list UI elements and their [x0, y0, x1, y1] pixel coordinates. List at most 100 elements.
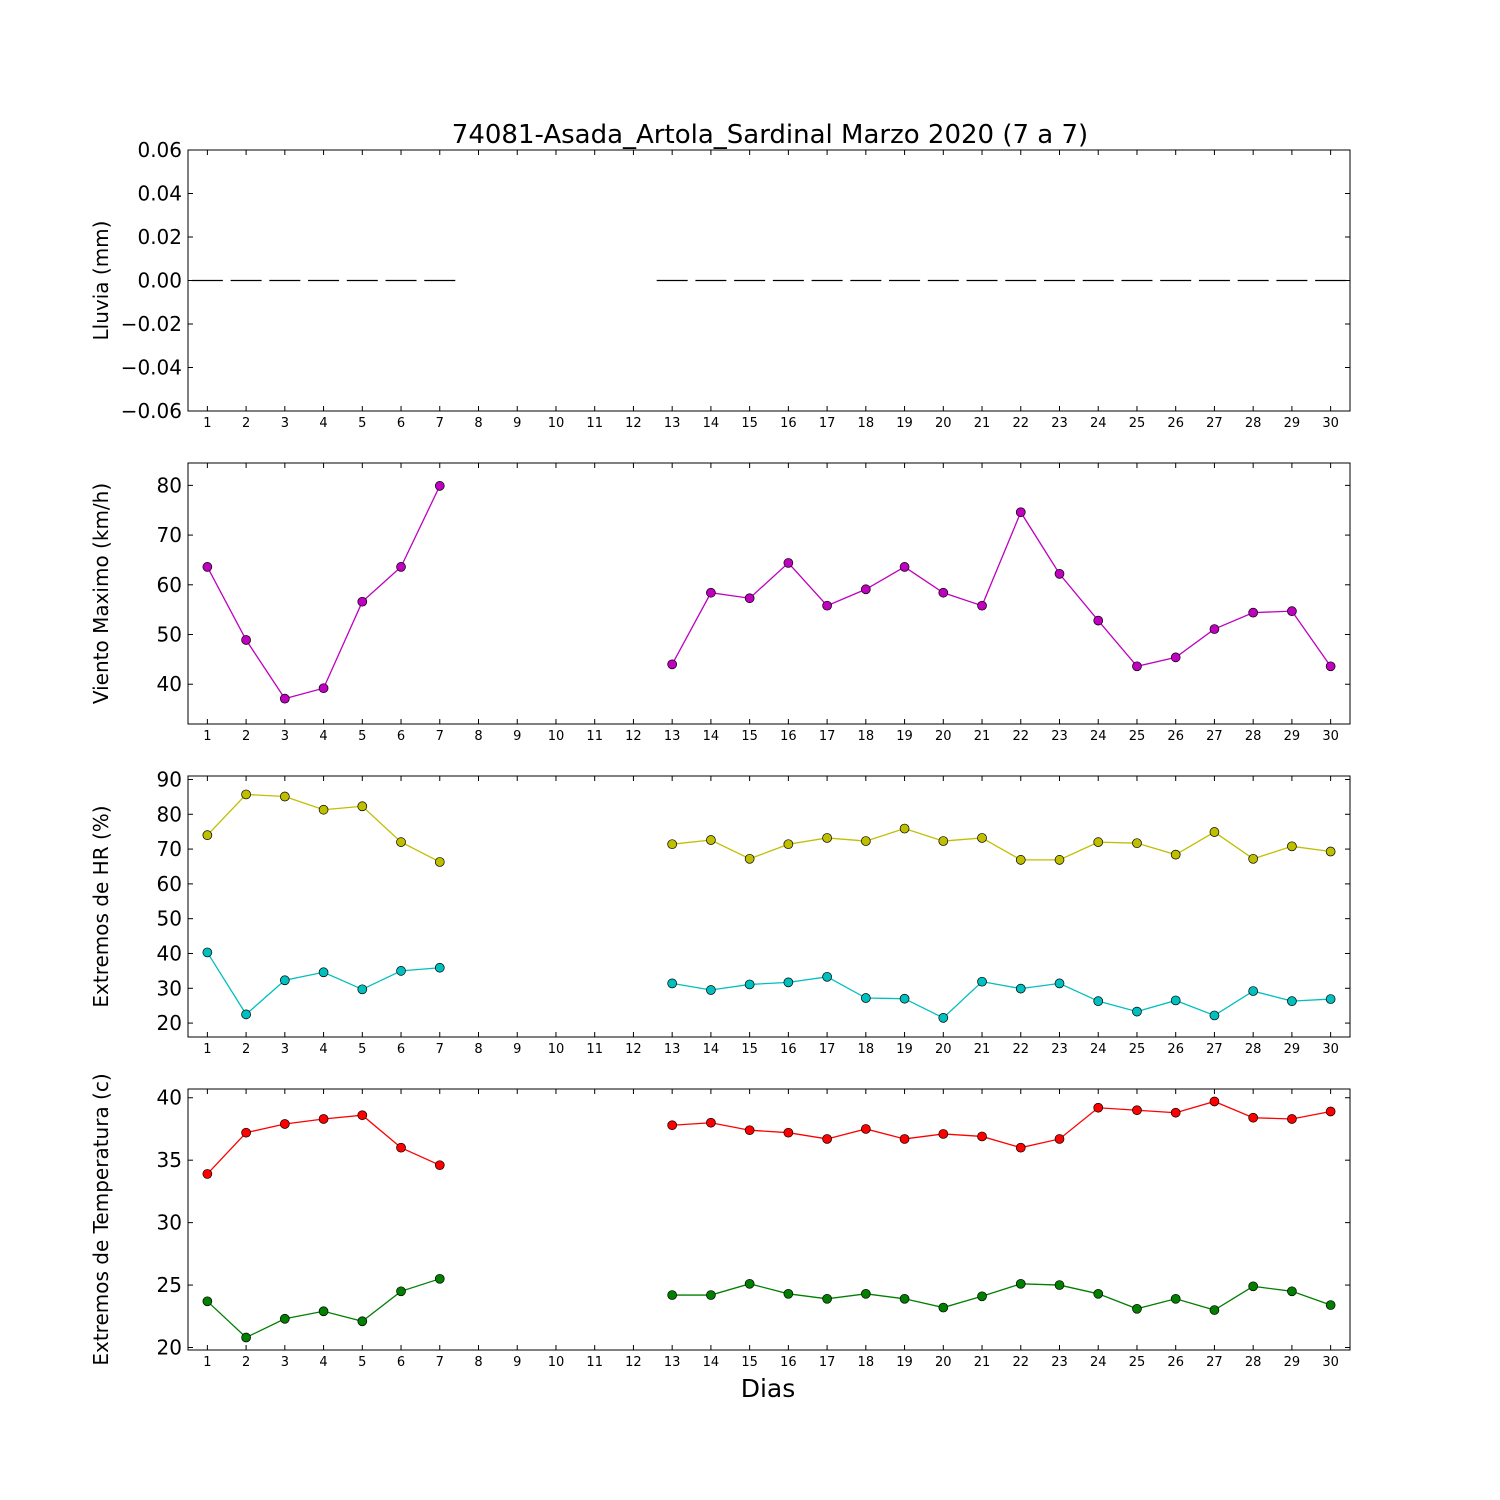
x-tick-label: 6	[397, 1355, 405, 1370]
data-point	[744, 979, 755, 990]
x-tick-label: 15	[741, 416, 758, 431]
data-point	[279, 693, 290, 704]
x-tick-label: 6	[397, 416, 405, 431]
data-point	[744, 1278, 755, 1289]
panel-frame	[187, 775, 1351, 1038]
x-tick-label: 9	[513, 729, 521, 744]
data-point	[396, 562, 406, 572]
data-point	[706, 587, 716, 598]
y-tick-label: −0.06	[121, 399, 182, 423]
x-tick-label: 19	[896, 1042, 913, 1057]
data-point	[357, 596, 368, 607]
y-tick-label: 40	[157, 941, 182, 965]
y-axis-label: Extremos de Temperatura (c)	[89, 1073, 113, 1365]
data-point	[1132, 1105, 1142, 1116]
x-tick-label: 10	[548, 1355, 565, 1370]
data-point	[938, 587, 949, 598]
x-tick-label: 19	[896, 416, 913, 431]
data-point	[1170, 1107, 1181, 1118]
data-point	[744, 593, 755, 604]
x-tick-label: 8	[474, 729, 482, 744]
y-tick-label: −0.02	[121, 312, 182, 336]
x-tick-label: 28	[1245, 729, 1262, 744]
data-point	[706, 1117, 716, 1128]
x-tick-label: 23	[1051, 416, 1068, 431]
x-tick-label: 5	[358, 1042, 366, 1057]
data-point	[1248, 853, 1259, 864]
x-tick-label: 16	[780, 1355, 797, 1370]
data-point	[241, 1127, 251, 1138]
data-point	[241, 635, 251, 645]
x-tick-label: 11	[586, 1042, 603, 1057]
x-tick-label: 12	[625, 729, 642, 744]
x-tick-label: 22	[1012, 416, 1029, 431]
x-tick-label: 18	[858, 1355, 875, 1370]
x-axis-label: Dias	[741, 1374, 796, 1403]
x-tick-label: 13	[664, 1042, 681, 1057]
y-tick-label: 35	[157, 1148, 182, 1172]
y-tick-label: 60	[157, 573, 182, 597]
data-point	[1209, 827, 1220, 837]
x-tick-label: 26	[1167, 1355, 1184, 1370]
data-point	[783, 977, 794, 988]
x-tick-label: 15	[741, 1042, 758, 1057]
x-tick-label: 23	[1051, 729, 1068, 744]
y-tick-label: −0.04	[121, 356, 182, 380]
data-point	[899, 823, 910, 834]
x-tick-label: 5	[358, 729, 366, 744]
x-tick-label: 20	[935, 416, 952, 431]
data-point	[822, 971, 832, 982]
data-point	[1287, 841, 1297, 852]
x-tick-label: 25	[1129, 1042, 1146, 1057]
data-point	[357, 801, 368, 812]
y-tick-label: 0.04	[137, 182, 182, 206]
data-point	[1015, 1278, 1026, 1289]
series-line	[672, 976, 1331, 1019]
x-tick-label: 22	[1012, 1355, 1029, 1370]
data-point	[977, 1131, 987, 1142]
data-point	[1015, 983, 1026, 994]
data-point	[1325, 846, 1336, 857]
x-tick-label: 5	[358, 1355, 366, 1370]
data-point	[938, 1013, 949, 1023]
x-tick-label: 3	[281, 1355, 289, 1370]
series-line	[672, 1283, 1331, 1311]
x-tick-label: 21	[974, 729, 991, 744]
x-tick-label: 1	[203, 1355, 211, 1370]
series-hr-0	[202, 789, 1336, 867]
y-tick-label: 0.02	[137, 225, 182, 249]
x-tick-label: 28	[1245, 416, 1262, 431]
x-tick-label: 14	[703, 729, 720, 744]
y-tick-label: 30	[157, 976, 182, 1000]
x-tick-label: 7	[436, 1042, 444, 1057]
data-point	[241, 1332, 251, 1343]
x-tick-label: 17	[819, 1355, 836, 1370]
x-tick-label: 7	[436, 729, 444, 744]
x-tick-label: 30	[1322, 1355, 1339, 1370]
x-tick-label: 2	[242, 1042, 250, 1057]
x-tick-label: 2	[242, 729, 250, 744]
data-point	[318, 683, 329, 694]
x-tick-label: 24	[1090, 416, 1107, 431]
x-tick-label: 12	[625, 1355, 642, 1370]
data-point	[1209, 624, 1220, 634]
x-tick-label: 24	[1090, 1355, 1107, 1370]
data-point	[667, 1290, 678, 1300]
x-tick-label: 14	[703, 1042, 720, 1057]
data-point	[706, 1290, 716, 1300]
y-axis-label: Viento Maximo (km/h)	[89, 483, 113, 704]
series-line	[671, 510, 1332, 668]
data-point	[241, 1009, 251, 1020]
x-tick-label: 11	[586, 416, 603, 431]
x-tick-label: 9	[513, 1042, 521, 1057]
data-point	[667, 839, 678, 850]
data-point	[1325, 1300, 1336, 1310]
x-tick-label: 25	[1129, 416, 1146, 431]
x-tick-label: 24	[1090, 1042, 1107, 1057]
x-tick-label: 24	[1090, 729, 1107, 744]
data-point	[279, 1313, 290, 1324]
data-point	[396, 1142, 406, 1153]
x-tick-label: 4	[319, 1355, 327, 1370]
